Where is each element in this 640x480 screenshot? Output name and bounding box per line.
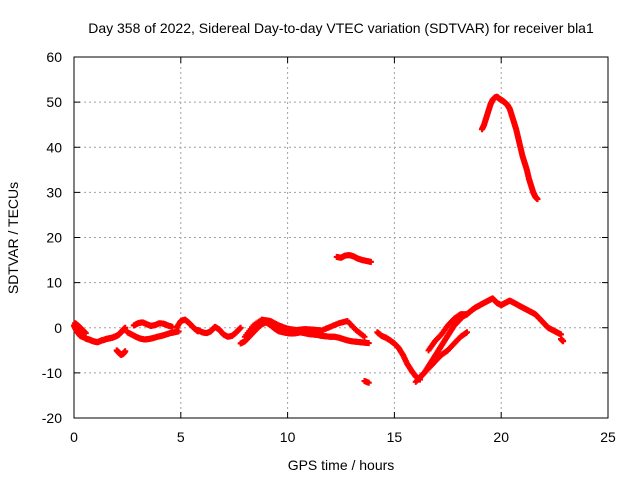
series-descent-15h <box>374 329 424 383</box>
chart-title: Day 358 of 2022, Sidereal Day-to-day VTE… <box>88 20 594 36</box>
data-point <box>365 379 372 386</box>
x-tick-label: 25 <box>600 429 616 445</box>
y-tick-label: 0 <box>54 320 62 336</box>
series-band-3h <box>124 328 182 343</box>
data-point <box>464 311 471 318</box>
y-axis-label: SDTVAR / TECUs <box>5 182 21 294</box>
x-tick-label: 5 <box>177 429 185 445</box>
data-point <box>361 333 368 340</box>
x-tick-label: 20 <box>493 429 509 445</box>
series-band-8h <box>237 319 372 347</box>
data-points <box>71 93 567 386</box>
axis-ticks: 0 5 10 15 20 25 -20 -10 0 10 20 30 40 50 60 <box>42 49 616 445</box>
x-tick-label: 10 <box>280 429 296 445</box>
x-axis-label: GPS time / hours <box>288 457 395 473</box>
grid-lines <box>74 57 608 418</box>
data-point <box>560 338 567 345</box>
data-point <box>82 330 89 337</box>
data-point <box>365 340 372 347</box>
data-point <box>464 329 471 336</box>
y-tick-label: 20 <box>46 230 62 246</box>
series-band-8h-upper <box>241 316 368 340</box>
y-tick-label: 50 <box>46 94 62 110</box>
series-island-13h <box>333 252 374 265</box>
x-tick-label: 15 <box>387 429 403 445</box>
series-morning-band-1 <box>71 322 129 346</box>
y-tick-label: 30 <box>46 184 62 200</box>
y-tick-label: -20 <box>42 410 62 426</box>
series-tail-23h <box>558 336 567 345</box>
data-point <box>122 348 129 355</box>
y-tick-label: 40 <box>46 139 62 155</box>
series-morning-band-2 <box>72 320 89 337</box>
series-band-3h-upper <box>130 319 176 330</box>
series-rise-16h-upper <box>425 311 471 354</box>
series-arc-20h <box>478 93 541 203</box>
data-point <box>534 196 541 203</box>
data-point <box>175 328 182 335</box>
y-tick-label: -10 <box>42 365 62 381</box>
data-point <box>367 258 374 265</box>
data-point <box>122 324 129 331</box>
y-tick-label: 10 <box>46 275 62 291</box>
series-band-5h <box>173 316 201 335</box>
series-point-13h <box>361 377 372 386</box>
y-tick-label: 60 <box>46 49 62 65</box>
series-dip-2h <box>113 347 129 358</box>
series-rise-16h-lower <box>412 329 471 385</box>
series-band-6h <box>194 323 244 340</box>
data-point <box>237 324 244 331</box>
x-tick-label: 0 <box>70 429 78 445</box>
